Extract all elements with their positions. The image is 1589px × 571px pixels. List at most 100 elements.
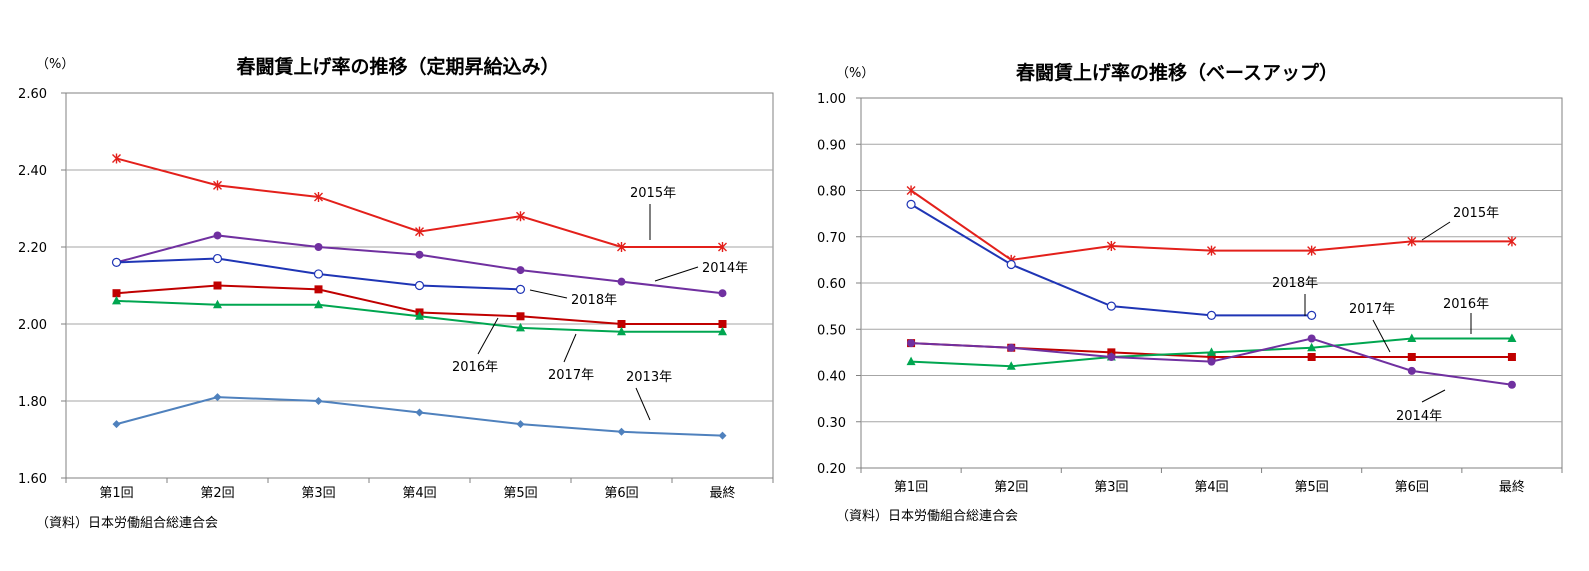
- x-tick-label: 第2回: [994, 480, 1028, 495]
- chart-base-up: 春闘賃上げ率の推移（ベースアップ） （%） 0.200.300.400.500.…: [817, 61, 1563, 524]
- data-point-2013: [718, 431, 727, 440]
- data-point-2014: [1207, 357, 1216, 366]
- leader-2013: [635, 387, 651, 421]
- label-2015: 2015年: [630, 186, 676, 201]
- data-point-2018: [212, 253, 223, 264]
- data-point-2016: [1507, 353, 1516, 361]
- label-2013: 2013年: [626, 370, 672, 385]
- data-point-2017: [213, 299, 222, 309]
- data-point-2018: [111, 257, 122, 267]
- series-2013: [112, 393, 727, 440]
- leader-2016: [477, 317, 499, 355]
- y-tick-label: 1.80: [18, 395, 47, 410]
- data-point-2015: [1407, 236, 1417, 247]
- y-tick-label: 0.50: [817, 323, 846, 338]
- annotations: 2015年 2018年 2016年 2017年 2014年: [1272, 206, 1499, 424]
- chart-title: 春闘賃上げ率の推移（ベースアップ）: [1016, 61, 1338, 84]
- y-tick-labels: 0.20 0.30 0.40 0.50 0.60 0.70 0.80 0.90 1.00: [817, 92, 861, 477]
- data-point-2017: [415, 311, 424, 320]
- label-2016: 2016年: [452, 360, 498, 375]
- x-tick-label: 最終: [1499, 479, 1525, 495]
- data-point-2017: [1307, 342, 1317, 352]
- x-tick-label: 第5回: [1295, 480, 1329, 495]
- data-point-2015: [112, 153, 121, 164]
- x-tick-labels: 第1回 第2回 第3回 第4回 第5回 第6回 最終: [65, 478, 774, 501]
- x-tick-label: 最終: [709, 485, 735, 501]
- data-point-2013: [516, 420, 525, 429]
- y-tick-label: 2.40: [18, 164, 47, 179]
- x-tick-label: 第6回: [604, 486, 638, 501]
- data-point-2014: [1407, 366, 1416, 375]
- y-tick-label: 0.80: [817, 185, 846, 200]
- data-point-2014: [1007, 343, 1016, 352]
- data-point-2016: [617, 320, 626, 328]
- data-point-2018: [1307, 310, 1317, 320]
- data-point-2015: [906, 185, 916, 196]
- y-axis-unit: （%）: [36, 57, 74, 72]
- data-point-2016: [213, 281, 222, 290]
- x-tick-label: 第3回: [1094, 480, 1128, 495]
- label-2017: 2017年: [548, 368, 594, 383]
- y-tick-label: 0.60: [817, 277, 846, 292]
- data-point-2017: [617, 326, 626, 336]
- series-2015: [112, 153, 727, 252]
- leader-2014: [654, 266, 699, 282]
- chart-title: 春闘賃上げ率の推移（定期昇給込み）: [236, 55, 559, 78]
- data-point-2014: [314, 243, 323, 251]
- data-point-2017: [718, 326, 727, 336]
- source-note: （資料）日本労働組合総連合会: [836, 509, 1018, 524]
- data-point-2017: [314, 299, 323, 309]
- data-point-2017: [906, 356, 916, 366]
- data-point-2016: [1407, 353, 1416, 361]
- x-tick-label: 第1回: [99, 486, 133, 501]
- label-2017: 2017年: [1349, 302, 1395, 317]
- chart-regular-raise: 春闘賃上げ率の推移（定期昇給込み） （%） 1.60 1.80 2.00 2.20 2.…: [18, 55, 774, 531]
- x-tick-labels: 第1回 第2回 第3回 第4回 第5回 第6回 最終: [860, 468, 1563, 495]
- y-tick-label: 2.00: [18, 318, 47, 333]
- data-point-2015: [314, 191, 323, 202]
- data-point-2013: [314, 397, 323, 405]
- data-point-2017: [1407, 333, 1417, 342]
- label-2016: 2016年: [1443, 297, 1489, 312]
- data-point-2018: [906, 199, 916, 209]
- data-point-2016: [718, 320, 727, 328]
- series-2017: [112, 295, 727, 336]
- data-point-2016: [314, 285, 323, 294]
- data-point-2015: [516, 211, 525, 222]
- label-2018: 2018年: [1272, 276, 1318, 291]
- data-point-2014: [415, 250, 424, 259]
- data-point-2017: [1006, 361, 1016, 370]
- y-tick-label: 0.20: [817, 462, 846, 477]
- data-point-2018: [1206, 310, 1217, 320]
- gridlines: [861, 143, 1562, 423]
- data-point-2015: [415, 226, 424, 237]
- x-tick-label: 第5回: [503, 486, 537, 501]
- data-point-2015: [617, 242, 626, 252]
- data-point-2018: [1106, 301, 1116, 311]
- label-2018: 2018年: [571, 293, 617, 308]
- data-point-2014: [516, 266, 525, 275]
- y-tick-label: 1.00: [817, 92, 846, 107]
- data-point-2014: [907, 339, 916, 348]
- x-tick-label: 第3回: [301, 486, 335, 501]
- data-point-2014: [1107, 353, 1116, 361]
- series-2015: [906, 185, 1517, 265]
- data-point-2015: [1507, 236, 1517, 247]
- data-point-2017: [516, 322, 525, 332]
- data-point-2015: [1106, 241, 1116, 251]
- series-line-2018: [910, 203, 1312, 317]
- annotations: 2015年 2014年 2018年 2016年 2017年 2013年: [452, 186, 748, 421]
- y-tick-labels: 1.60 1.80 2.00 2.20 2.40 2.60: [18, 87, 66, 487]
- leader-2015: [1421, 221, 1451, 241]
- y-tick-label: 2.60: [18, 87, 47, 102]
- data-point-2015: [718, 242, 727, 252]
- x-tick-label: 第4回: [402, 486, 436, 501]
- data-point-2016: [112, 289, 121, 298]
- data-point-2017: [112, 295, 121, 305]
- data-point-2017: [1507, 333, 1517, 342]
- data-point-2014: [617, 277, 626, 286]
- x-tick-label: 第1回: [894, 480, 928, 495]
- leader-2017: [1372, 319, 1391, 353]
- series-2017: [906, 333, 1517, 370]
- data-point-2016: [516, 312, 525, 321]
